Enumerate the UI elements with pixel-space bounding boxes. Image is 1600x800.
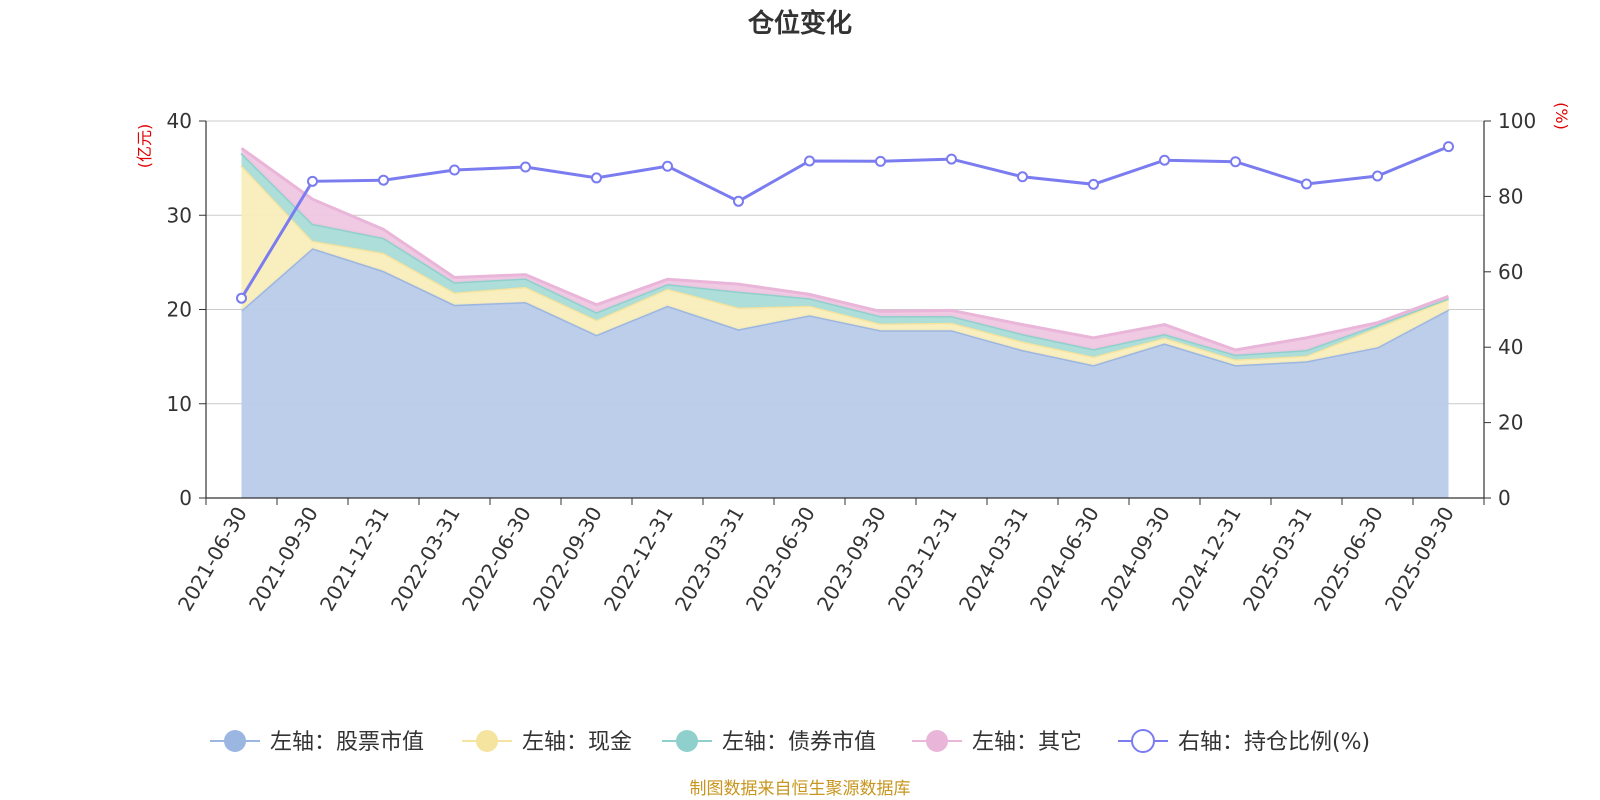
left-tick-label: 30 [167, 203, 192, 227]
x-tick-label: 2025-03-31 [1238, 503, 1317, 616]
x-tick-label: 2022-03-31 [386, 503, 465, 616]
legend[interactable]: 左轴：股票市值 左轴：现金 左轴：债券市值 左轴：其它 右轴：持仓比例(%) [210, 729, 1370, 755]
x-tick-label: 2022-06-30 [457, 503, 536, 616]
ratio-line-path [240, 145, 1450, 299]
ratio-point [662, 160, 673, 172]
right-axis-unit: (%) [1552, 102, 1571, 130]
ratio-point [236, 292, 247, 304]
legend-item-2[interactable]: 左轴：债券市值 [662, 730, 876, 755]
ratio-point [1443, 141, 1454, 153]
right-tick-label: 80 [1498, 184, 1523, 208]
legend-marker-icon [476, 730, 498, 752]
x-tick-label: 2022-09-30 [528, 503, 607, 616]
ratio-point [449, 164, 460, 176]
ratio-point [875, 155, 886, 167]
x-tick-label: 2024-12-31 [1167, 503, 1246, 616]
x-tick-label: 2024-03-31 [954, 503, 1033, 616]
left-tick-label: 20 [167, 298, 192, 322]
legend-marker-icon [224, 730, 246, 752]
ratio-point [591, 172, 602, 184]
legend-label: 左轴：其它 [972, 730, 1082, 755]
left-axis-unit: (亿元) [135, 124, 154, 169]
left-tick-label: 10 [167, 392, 192, 416]
ratio-point [378, 174, 389, 186]
left-tick-label: 0 [179, 486, 192, 510]
legend-marker-icon [676, 730, 698, 752]
ratio-point [1301, 178, 1312, 190]
x-tick-label: 2021-12-31 [315, 503, 394, 616]
data-source-note: 制图数据来自恒生聚源数据库 [690, 779, 911, 799]
left-tick-label: 40 [167, 109, 192, 133]
right-tick-label: 40 [1498, 335, 1523, 359]
legend-item-1[interactable]: 左轴：现金 [462, 730, 632, 755]
x-tick-label: 2024-06-30 [1025, 503, 1104, 616]
x-tick-label: 2023-12-31 [883, 503, 962, 616]
x-tick-label: 2025-06-30 [1309, 503, 1388, 616]
x-tick-label: 2023-03-31 [670, 503, 749, 616]
x-tick-label: 2021-06-30 [173, 503, 252, 616]
x-tick-label: 2023-06-30 [741, 503, 820, 616]
legend-item-3[interactable]: 左轴：其它 [912, 730, 1082, 755]
legend-label: 右轴：持仓比例(%) [1178, 730, 1370, 755]
ratio-line [236, 141, 1454, 304]
legend-label: 左轴：现金 [522, 730, 632, 755]
area-series-edge-3 [240, 147, 1450, 352]
legend-label: 左轴：股票市值 [270, 730, 424, 755]
ratio-point [733, 195, 744, 207]
ratio-point [520, 161, 531, 173]
x-tick-label: 2024-09-30 [1096, 503, 1175, 616]
legend-marker-icon [926, 730, 948, 752]
ratio-point [804, 155, 815, 167]
ratio-point [307, 175, 318, 187]
x-tick-label: 2021-09-30 [244, 503, 323, 616]
right-tick-label: 0 [1498, 486, 1511, 510]
ratio-point [1372, 170, 1383, 182]
legend-item-0[interactable]: 左轴：股票市值 [210, 730, 424, 755]
legend-marker-icon [1131, 729, 1155, 753]
stacked-areas [240, 147, 1450, 498]
right-tick-label: 60 [1498, 260, 1523, 284]
ratio-point [946, 153, 957, 165]
x-tick-label: 2025-09-30 [1380, 503, 1459, 616]
right-tick-label: 100 [1498, 109, 1536, 133]
legend-label: 左轴：债券市值 [722, 730, 876, 755]
chart-title: 仓位变化 [747, 8, 852, 39]
x-tick-label: 2022-12-31 [599, 503, 678, 616]
ratio-point [1230, 156, 1241, 168]
legend-item-4[interactable]: 右轴：持仓比例(%) [1118, 729, 1370, 755]
ratio-point [1159, 154, 1170, 166]
x-tick-label: 2023-09-30 [812, 503, 891, 616]
ratio-point [1088, 178, 1099, 190]
ratio-point [1017, 171, 1028, 183]
right-tick-label: 20 [1498, 411, 1523, 435]
